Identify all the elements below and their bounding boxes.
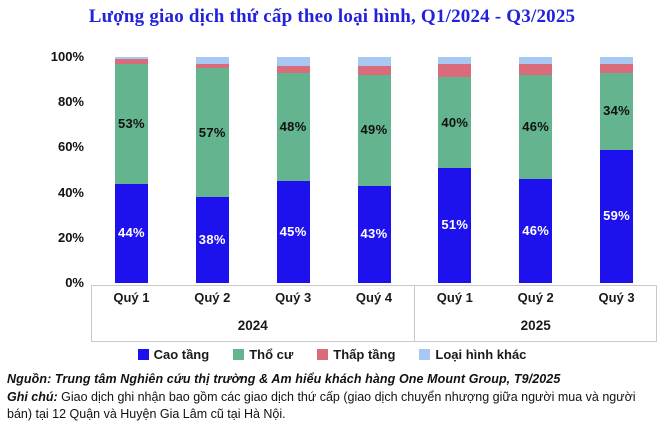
legend-swatch-icon — [137, 349, 149, 360]
bar-data-label: 48% — [279, 119, 307, 135]
bar-segment — [357, 185, 391, 283]
bar-segment — [276, 57, 310, 67]
footer: Nguồn: Trung tâm Nghiên cứu thị trường &… — [7, 371, 655, 422]
y-tick-label: 20% — [57, 229, 84, 245]
bar-data-label: 38% — [198, 232, 226, 248]
bar-data-label: 43% — [360, 226, 388, 242]
note-label: Ghi chú: — [7, 390, 58, 404]
bar-data-label: 40% — [441, 114, 469, 130]
bar-segment — [519, 179, 553, 283]
legend-item: Cao tầng — [137, 347, 210, 362]
y-tick-label: 100% — [50, 49, 84, 64]
bar-segment — [519, 63, 553, 76]
bar-data-label: 45% — [279, 224, 307, 240]
y-tick-label: 40% — [57, 184, 84, 200]
legend-item: Thấp tầng — [317, 347, 395, 362]
bar-segment — [519, 57, 553, 64]
legend-swatch-icon — [233, 349, 245, 360]
bar-data-label: 46% — [522, 119, 550, 135]
legend-item: Loại hình khác — [419, 347, 526, 362]
bar-segment — [519, 75, 553, 180]
x-category-label: Quý 3 — [275, 290, 312, 305]
bar-segment — [438, 167, 472, 283]
bar-segment — [438, 63, 472, 78]
legend-item: Thổ cư — [233, 347, 293, 362]
bar-segment — [276, 66, 310, 73]
bar-data-label: 51% — [441, 217, 469, 233]
y-tick-label: 80% — [57, 94, 84, 110]
x-category-label: Quý 2 — [194, 290, 231, 305]
bar-data-label: 44% — [117, 225, 145, 241]
bar-segment — [114, 63, 148, 184]
bar-segment — [276, 72, 310, 182]
y-tick-label: 0% — [65, 275, 84, 290]
legend-swatch-icon — [317, 349, 329, 360]
legend-label: Cao tầng — [153, 347, 210, 362]
x-category-label: Quý 2 — [517, 290, 554, 305]
bar-segment — [195, 57, 229, 64]
legend-label: Loại hình khác — [435, 347, 527, 362]
bar-segment — [114, 59, 148, 64]
bar-data-label: 53% — [117, 115, 145, 131]
x-axis-group-divider — [414, 285, 416, 342]
y-tick-label: 60% — [57, 139, 84, 155]
bar-data-label: 59% — [603, 208, 631, 224]
bar-segment — [600, 57, 634, 64]
bar-data-label: 46% — [522, 223, 550, 239]
note-text: Giao dịch ghi nhận bao gồm các giao dịch… — [7, 390, 636, 421]
bar-segment — [276, 181, 310, 283]
bar-segment — [195, 197, 229, 283]
bar-segment — [600, 63, 634, 73]
bar-data-label: 57% — [198, 124, 226, 140]
x-category-label: Quý 1 — [113, 290, 150, 305]
bar-segment — [357, 66, 391, 76]
bar-segment — [114, 57, 148, 60]
x-category-label: Quý 1 — [436, 290, 473, 305]
bar-data-label: 49% — [360, 122, 388, 138]
method-note: Ghi chú: Giao dịch ghi nhận bao gồm các … — [7, 389, 655, 422]
chart-title: Lượng giao dịch thứ cấp theo loại hình, … — [88, 6, 576, 27]
legend-swatch-icon — [419, 349, 431, 360]
x-axis-box — [91, 285, 657, 342]
bar-data-label: 34% — [603, 103, 631, 119]
legend-label: Thổ cư — [249, 347, 294, 362]
bar-segment — [600, 72, 634, 150]
x-group-label: 2024 — [237, 318, 268, 333]
bar-segment — [357, 75, 391, 186]
x-category-label: Quý 4 — [355, 290, 393, 305]
source-note: Nguồn: Trung tâm Nghiên cứu thị trường &… — [7, 372, 561, 386]
bar-segment — [114, 183, 148, 283]
legend-label: Thấp tầng — [333, 347, 396, 362]
bar-segment — [357, 57, 391, 67]
x-category-label: Quý 3 — [598, 290, 635, 305]
legend: Cao tầng Thổ cư Thấp tầng Loại hình khác — [0, 347, 664, 362]
x-group-label: 2025 — [520, 318, 551, 333]
bar-segment — [195, 63, 229, 69]
bar-segment — [438, 77, 472, 168]
plot-area: 44% 53% 38% 57% 45% 48% 43% 49% 51% 40% 46% 46% 59% 3… — [91, 57, 657, 283]
bar-segment — [600, 149, 634, 283]
bar-segment — [195, 68, 229, 198]
bar-segment — [438, 57, 472, 64]
